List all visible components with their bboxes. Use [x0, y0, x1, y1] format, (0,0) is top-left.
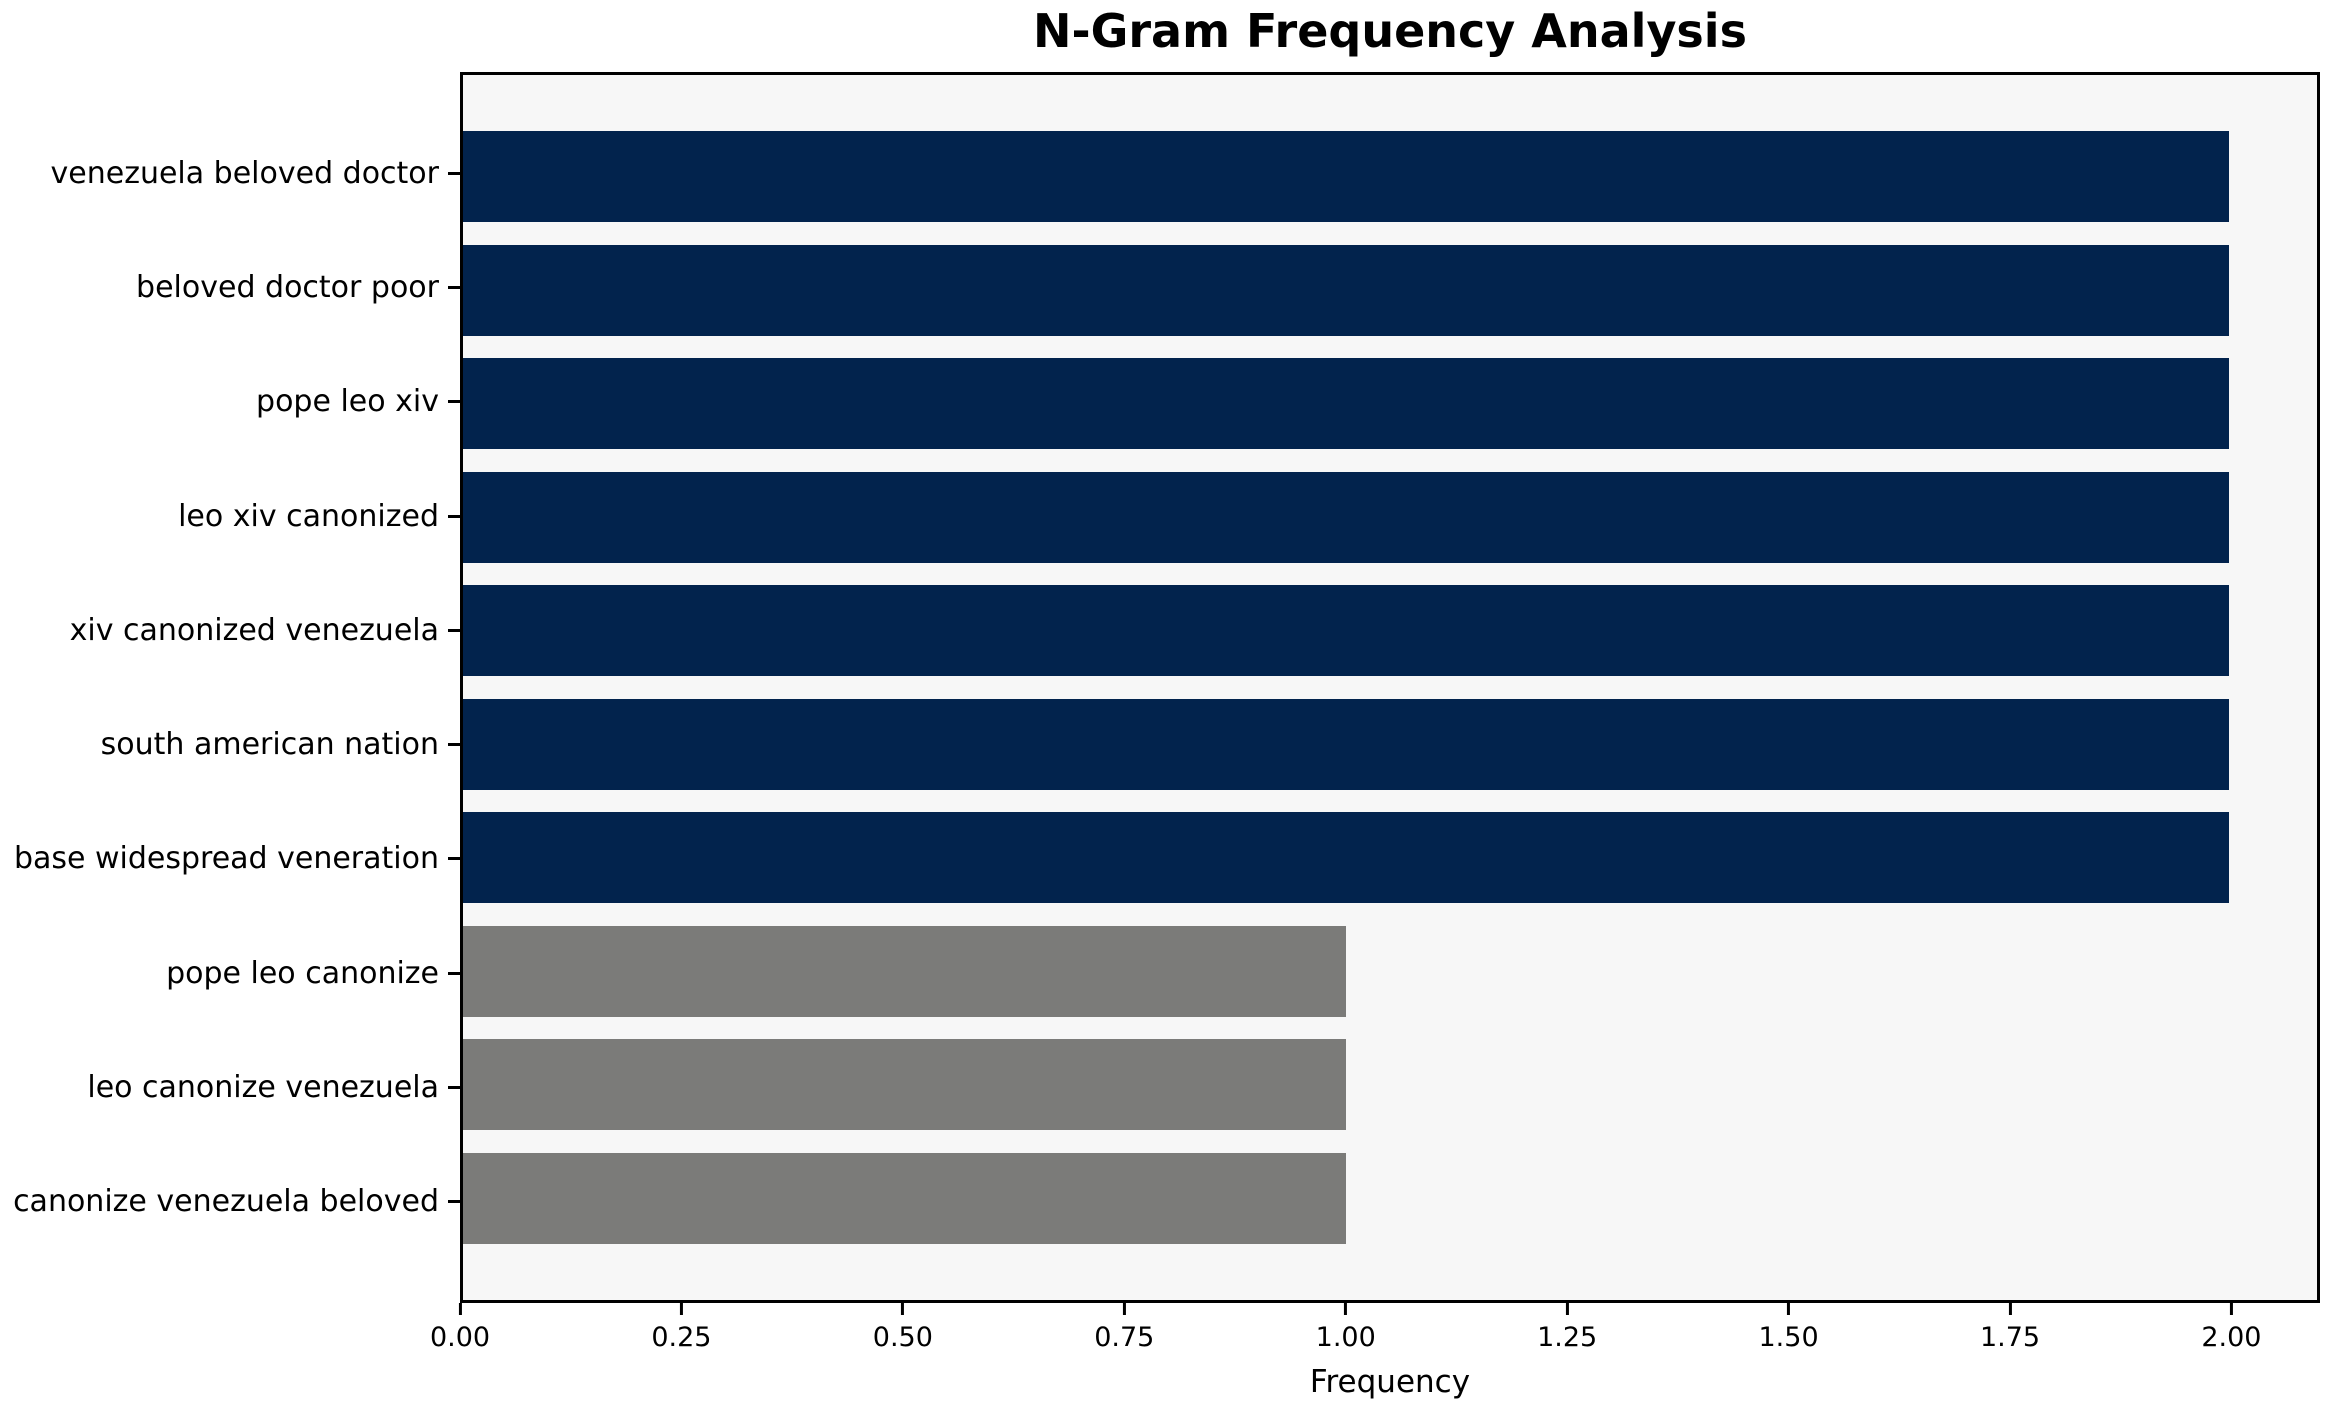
- bar: [463, 131, 2229, 222]
- x-tick-label: 0.75: [1094, 1322, 1155, 1353]
- y-tick-row: leo xiv canonized: [0, 471, 460, 562]
- x-axis-title: Frequency: [1309, 1364, 1471, 1400]
- bar: [463, 244, 2229, 336]
- y-tick-mark: [448, 1085, 460, 1089]
- x-tick-label: 1.00: [1315, 1322, 1376, 1353]
- x-tick: 0.25: [651, 1303, 711, 1353]
- bar: [463, 1039, 1346, 1131]
- y-tick-row: canonize venezuela beloved: [0, 1156, 460, 1247]
- bar: [463, 585, 2229, 677]
- plot-area: [460, 72, 2320, 1303]
- y-tick-mark: [448, 628, 460, 632]
- y-tick-mark: [448, 1199, 460, 1203]
- y-tick-row: xiv canonized venezuela: [0, 585, 460, 676]
- y-tick-label: pope leo xiv: [256, 384, 439, 420]
- bar: [463, 812, 2229, 904]
- bar: [463, 358, 2229, 450]
- x-tick: 1.00: [1316, 1303, 1376, 1353]
- x-tick-label: 1.25: [1537, 1322, 1598, 1353]
- y-tick-label: canonize venezuela beloved: [13, 1183, 439, 1219]
- x-tick-label: 1.75: [1979, 1322, 2041, 1353]
- y-tick-row: pope leo xiv: [0, 356, 460, 447]
- y-tick-label: xiv canonized venezuela: [69, 612, 439, 648]
- bar: [463, 471, 2229, 563]
- x-tick-mark: [1565, 1303, 1569, 1315]
- y-tick-row: beloved doctor poor: [0, 242, 460, 333]
- x-tick: 1.50: [1759, 1303, 1819, 1353]
- y-tick-label: base widespread veneration: [13, 841, 439, 877]
- x-tick: 1.25: [1537, 1303, 1597, 1353]
- y-tick-label: leo canonize venezuela: [87, 1069, 439, 1105]
- y-axis-labels: venezuela beloved doctor beloved doctor p…: [0, 72, 460, 1303]
- y-tick-mark: [448, 286, 460, 290]
- y-tick-label: leo xiv canonized: [178, 498, 439, 534]
- y-tick-mark: [448, 514, 460, 518]
- y-tick-label: beloved doctor poor: [136, 270, 439, 306]
- x-tick: 0.50: [873, 1303, 933, 1353]
- y-tick-mark: [448, 857, 460, 861]
- x-tick-label: 0.25: [651, 1322, 712, 1353]
- y-tick-label: south american nation: [100, 727, 439, 763]
- bar: [463, 1152, 1346, 1244]
- y-tick-row: south american nation: [0, 699, 460, 790]
- x-tick-label: 0.00: [429, 1322, 491, 1353]
- y-tick-mark: [448, 971, 460, 975]
- y-tick-row: pope leo canonize: [0, 928, 460, 1019]
- x-tick-mark: [2008, 1303, 2012, 1315]
- x-tick-mark: [1344, 1303, 1348, 1315]
- y-tick-row: leo canonize venezuela: [0, 1042, 460, 1133]
- chart-title: N-Gram Frequency Analysis: [1033, 4, 1747, 58]
- x-tick-label: 2.00: [2201, 1322, 2262, 1353]
- x-tick-mark: [458, 1303, 462, 1315]
- x-tick: 2.00: [2201, 1303, 2261, 1353]
- bar: [463, 698, 2229, 790]
- bars: [463, 75, 2317, 1300]
- x-tick: 0.00: [430, 1303, 490, 1353]
- y-tick-mark: [448, 743, 460, 747]
- x-tick-mark: [679, 1303, 683, 1315]
- x-tick-label: 0.50: [872, 1322, 933, 1353]
- x-axis: 0.00 0.25 0.50 0.75 1.00 1.25 1.50 1.75 2.00: [430, 1303, 2320, 1373]
- x-tick-mark: [1787, 1303, 1791, 1315]
- y-tick-label: venezuela beloved doctor: [50, 156, 439, 191]
- x-tick-mark: [2229, 1303, 2233, 1315]
- y-tick-mark: [448, 172, 460, 175]
- x-tick-mark: [1122, 1303, 1126, 1315]
- y-tick-mark: [448, 400, 460, 404]
- bar: [463, 925, 1346, 1017]
- y-tick-row: venezuela beloved doctor: [0, 128, 460, 219]
- x-tick: 1.75: [1980, 1303, 2040, 1353]
- y-tick-label: pope leo canonize: [166, 955, 439, 991]
- x-tick-label: 1.50: [1758, 1322, 1819, 1353]
- y-tick-row: base widespread veneration: [0, 813, 460, 904]
- x-tick: 0.75: [1094, 1303, 1154, 1353]
- x-tick-mark: [901, 1303, 905, 1315]
